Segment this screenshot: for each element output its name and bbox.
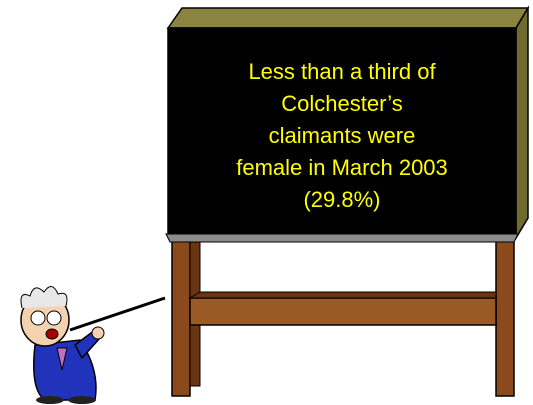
glasses <box>47 311 61 325</box>
board-text: claimants were <box>269 123 416 148</box>
shoe <box>36 396 64 404</box>
hair <box>21 286 67 308</box>
mouth <box>46 329 58 339</box>
hand <box>92 327 104 339</box>
crossbar-top <box>190 292 496 298</box>
crossbar <box>190 298 496 325</box>
chalk-tray <box>166 234 518 242</box>
frame-top <box>168 8 528 28</box>
board-text: female in March 2003 <box>236 155 448 180</box>
glasses <box>31 311 45 325</box>
frame-side <box>516 8 528 238</box>
pointer <box>70 298 165 330</box>
teacher <box>21 286 165 404</box>
leg <box>172 236 190 396</box>
scene: Less than a third of Colchester’s claimant… <box>0 0 533 405</box>
board-text: (29.8%) <box>303 187 380 212</box>
board-text: Less than a third of <box>248 59 436 84</box>
leg <box>496 236 514 396</box>
shoe <box>68 396 96 404</box>
board-text: Colchester’s <box>281 91 402 116</box>
